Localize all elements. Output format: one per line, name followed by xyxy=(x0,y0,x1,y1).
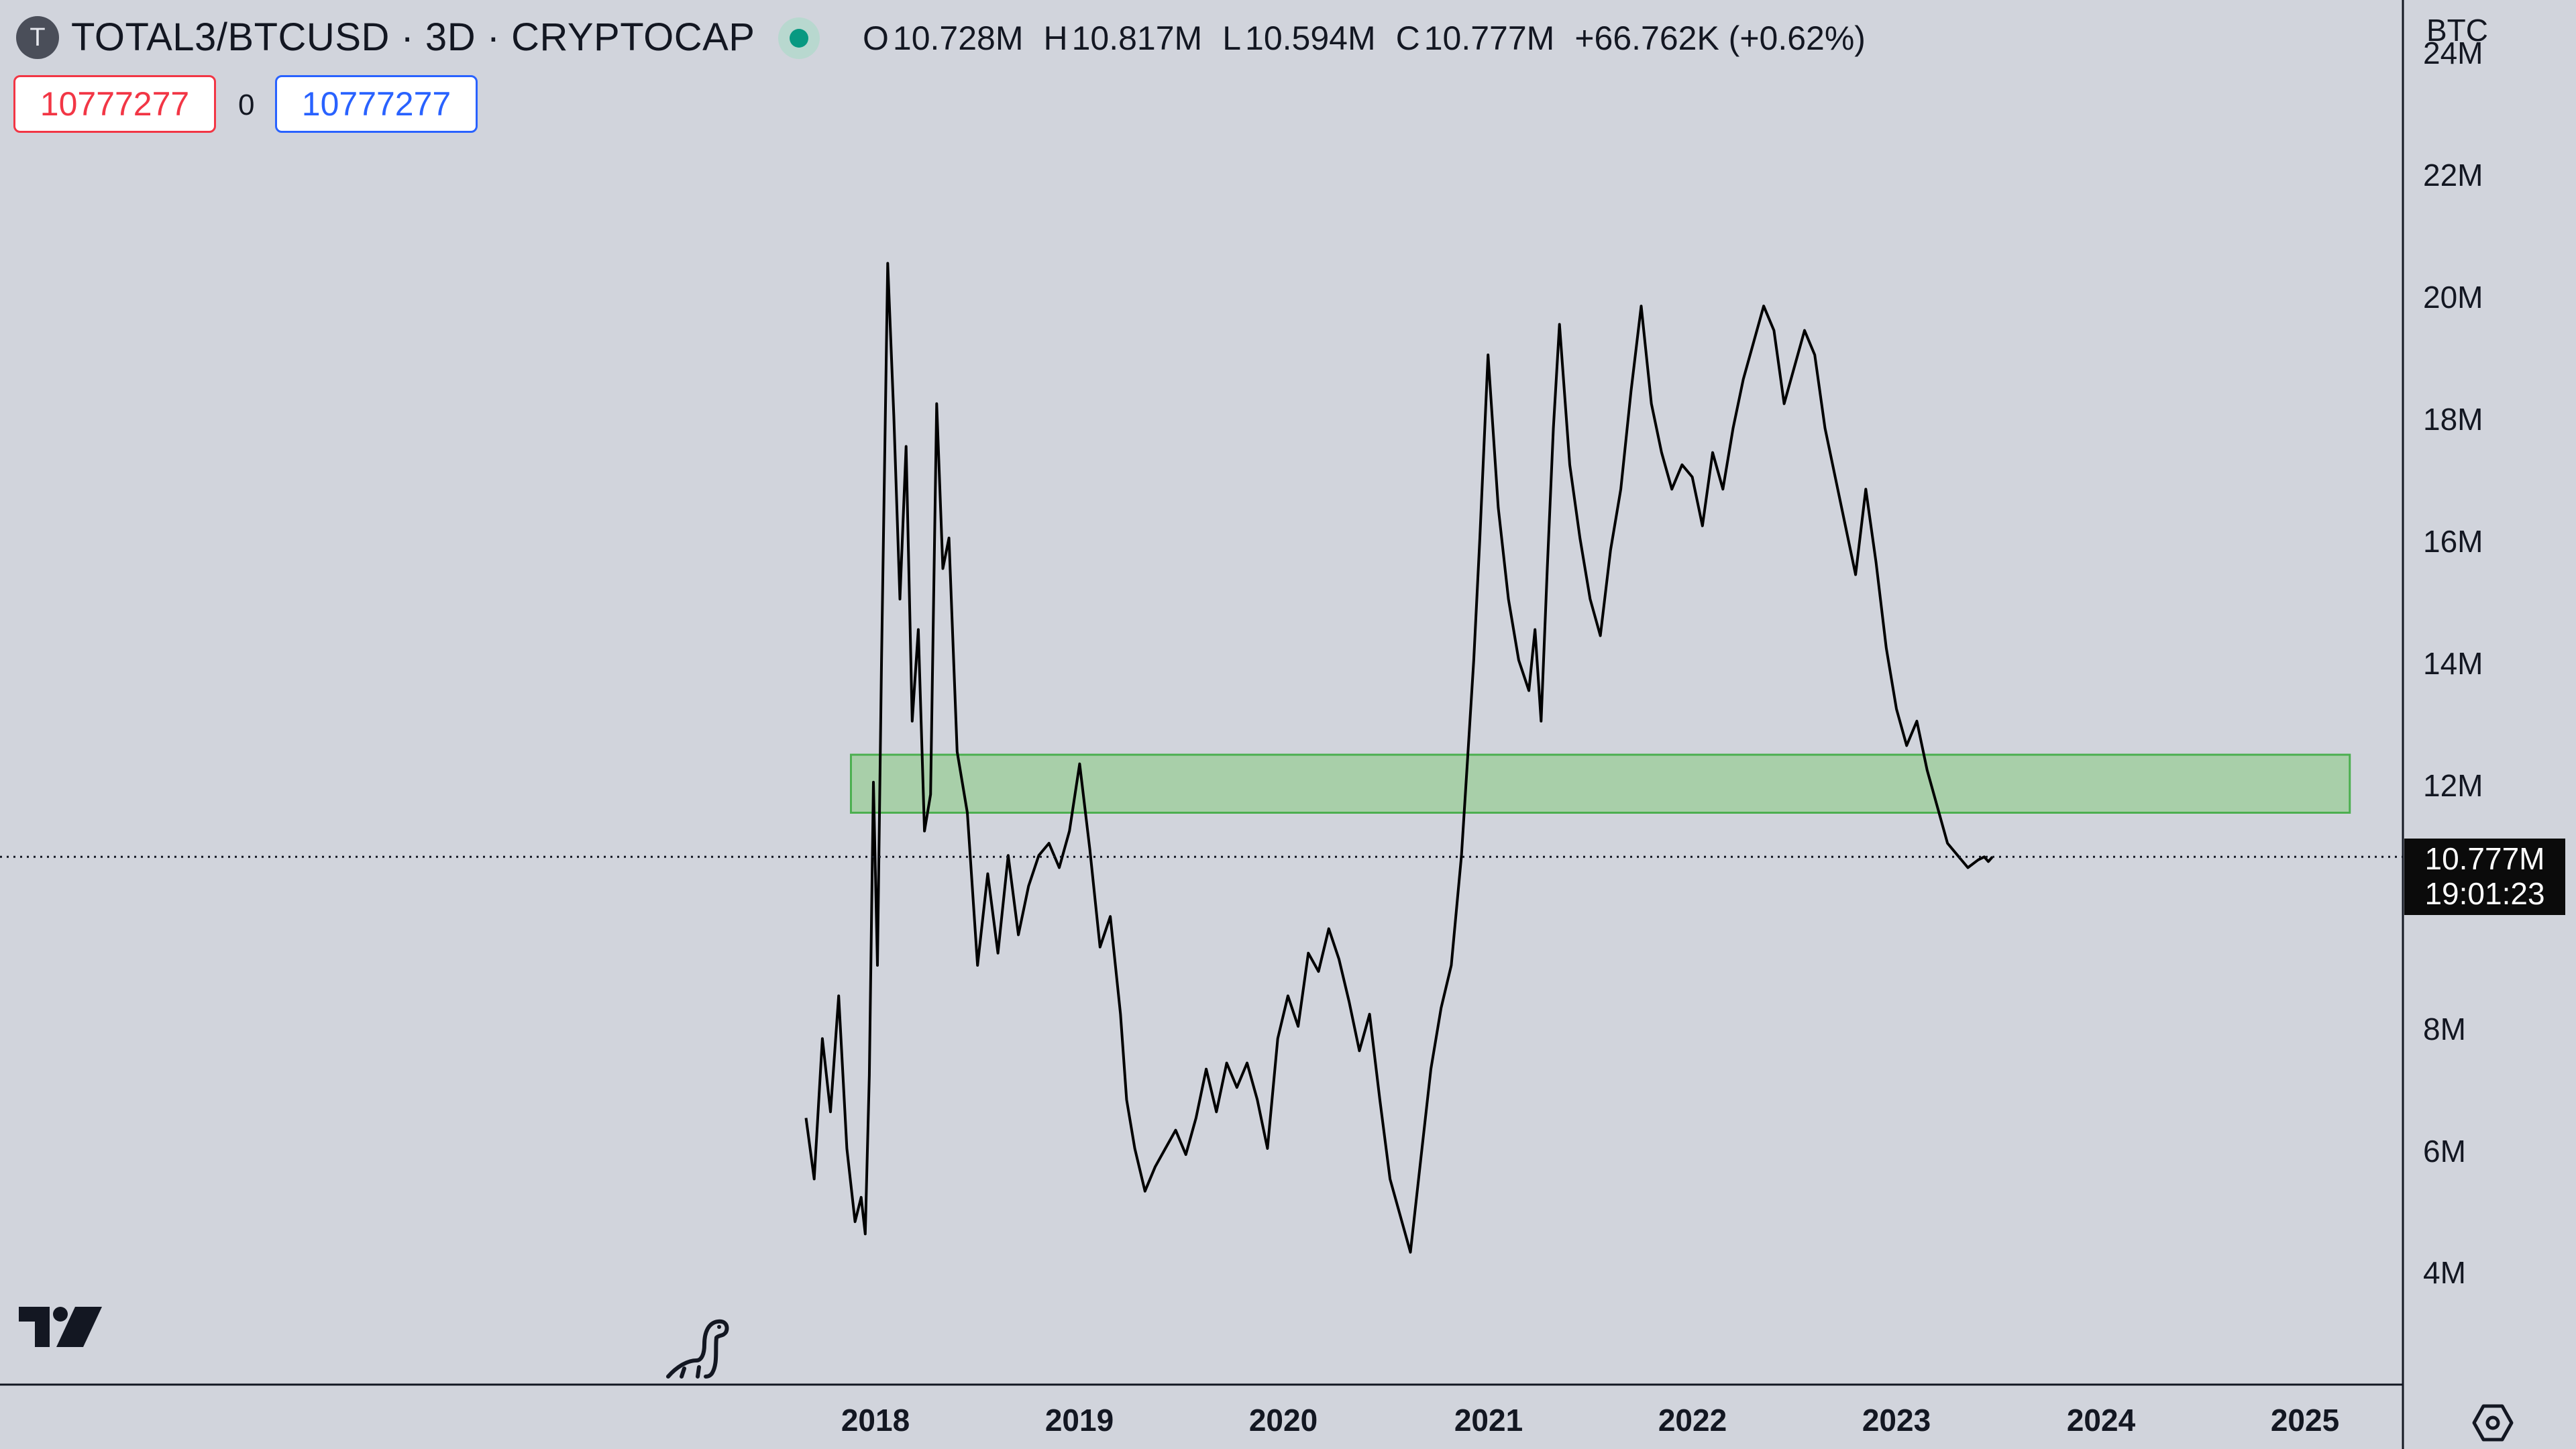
sell-button[interactable]: 10777277 xyxy=(13,75,216,133)
market-status-icon[interactable] xyxy=(778,17,820,59)
settings-icon[interactable] xyxy=(2472,1402,2514,1444)
x-tick-2024: 2024 xyxy=(2066,1403,2136,1438)
x-tick-2019: 2019 xyxy=(1044,1403,1114,1438)
dino-icon[interactable] xyxy=(664,1315,731,1382)
high-value: 10.817M xyxy=(1071,19,1203,57)
x-tick-2022: 2022 xyxy=(1658,1403,1727,1438)
y-tick-20m: 20M xyxy=(2423,280,2483,315)
high-label: H xyxy=(1043,19,1068,57)
ohlc-close: C 10.777M xyxy=(1396,19,1555,58)
ohlc-low: L 10.594M xyxy=(1222,19,1375,58)
y-tick-22m: 22M xyxy=(2423,158,2483,193)
open-value: 10.728M xyxy=(892,19,1024,57)
x-tick-2018: 2018 xyxy=(841,1403,910,1438)
y-tick-8m: 8M xyxy=(2423,1012,2466,1046)
low-label: L xyxy=(1222,19,1242,57)
price-axis-currency[interactable]: BTC xyxy=(2426,13,2488,48)
y-tick-6m: 6M xyxy=(2423,1134,2466,1169)
y-tick-12m: 12M xyxy=(2423,768,2483,803)
y-tick-16m: 16M xyxy=(2423,524,2483,559)
tradingview-logo-icon[interactable] xyxy=(19,1307,102,1350)
y-tick-4m: 4M xyxy=(2423,1255,2466,1290)
support-zone-layer xyxy=(849,753,2351,814)
ohlc-open: O 10.728M xyxy=(863,19,1024,58)
close-label: C xyxy=(1395,19,1420,57)
x-tick-2021: 2021 xyxy=(1454,1403,1523,1438)
price-series-line[interactable] xyxy=(804,262,1994,1254)
spread-value: 0 xyxy=(238,89,255,121)
ohlc-legend: O 10.728M H 10.817M L 10.594M C 10.777M +66.… xyxy=(863,19,1866,58)
support-zone[interactable] xyxy=(849,753,2351,814)
close-value: 10.777M xyxy=(1424,19,1555,57)
x-tick-2023: 2023 xyxy=(1862,1403,1931,1438)
x-tick-2020: 2020 xyxy=(1248,1403,1318,1438)
status-dot xyxy=(790,29,808,48)
price-line-layer xyxy=(804,262,1994,1254)
symbol-logo-icon[interactable]: T xyxy=(16,16,59,59)
ohlc-high: H 10.817M xyxy=(1044,19,1203,58)
buy-button[interactable]: 10777277 xyxy=(275,75,478,133)
symbol-title[interactable]: TOTAL3/BTCUSD · 3D · CRYPTOCAP xyxy=(71,15,755,59)
low-value: 10.594M xyxy=(1245,19,1376,57)
open-label: O xyxy=(863,19,889,57)
ohlc-change: +66.762K (+0.62%) xyxy=(1574,19,1866,57)
last-price-label: 10.777M 19:01:23 xyxy=(2404,839,2565,915)
bar-countdown: 19:01:23 xyxy=(2424,876,2545,911)
x-tick-2025: 2025 xyxy=(2270,1403,2340,1438)
y-tick-24m: 24M xyxy=(2423,36,2483,70)
last-price-value: 10.777M xyxy=(2424,841,2545,876)
y-tick-18m: 18M xyxy=(2423,402,2483,437)
y-tick-14m: 14M xyxy=(2423,646,2483,681)
